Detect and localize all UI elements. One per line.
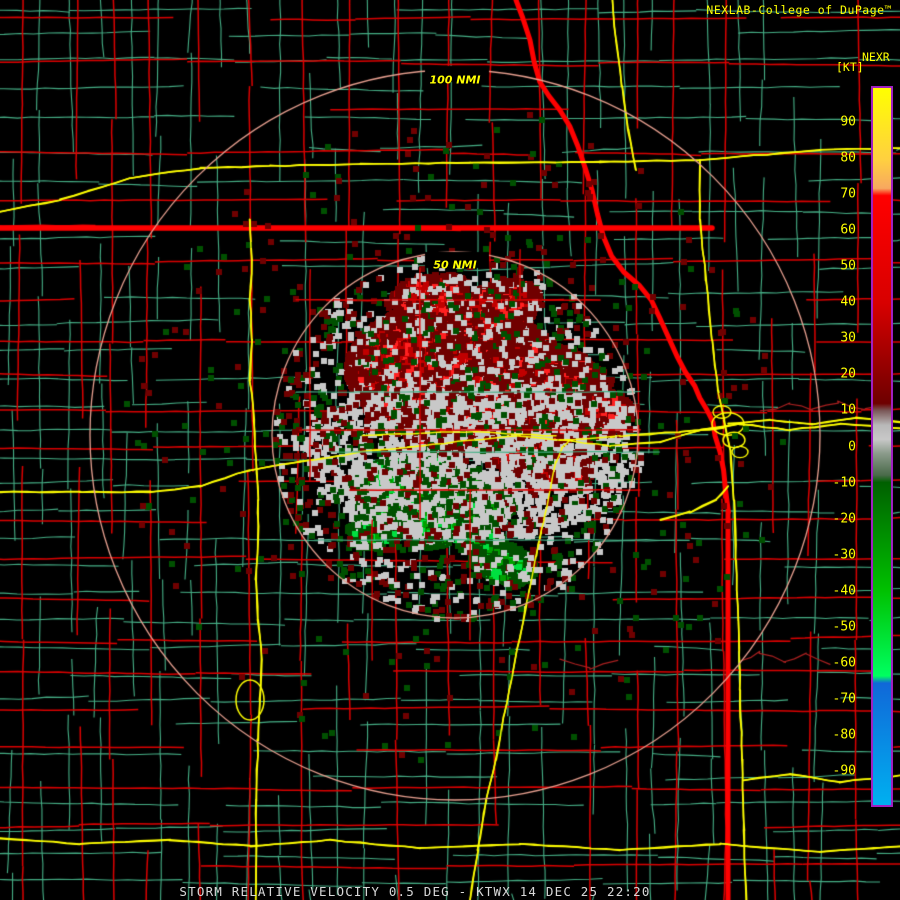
colorbar-tick-minus50: -50 [832, 619, 856, 635]
colorbar-tick-10: 10 [840, 402, 856, 418]
colorbar-tick-70: 70 [840, 186, 856, 202]
colorbar-tick-90: 90 [840, 114, 856, 130]
colorbar-tick-minus10: -10 [832, 475, 856, 491]
colorbar-tick-20: 20 [840, 366, 856, 382]
colorbar-tick-minus70: -70 [832, 691, 856, 707]
colorbar-tick-minus40: -40 [832, 583, 856, 599]
colorbar-tick-50: 50 [840, 258, 856, 274]
colorbar-tick-60: 60 [840, 222, 856, 238]
colorbar-tick-minus80: -80 [832, 727, 856, 743]
colorbar-gradient [873, 88, 891, 805]
colorbar-tick-minus90: -90 [832, 763, 856, 779]
colorbar-tick-80: 80 [840, 150, 856, 166]
colorbar-tick-minus60: -60 [832, 655, 856, 671]
velocity-colorbar[interactable] [871, 86, 893, 807]
colorbar-tick-30: 30 [840, 330, 856, 346]
colorbar-tick-minus20: -20 [832, 511, 856, 527]
colorbar-tick-0: 0 [848, 439, 856, 454]
colorbar-tick-minus30: -30 [832, 547, 856, 563]
colorbar-tick-40: 40 [840, 294, 856, 310]
